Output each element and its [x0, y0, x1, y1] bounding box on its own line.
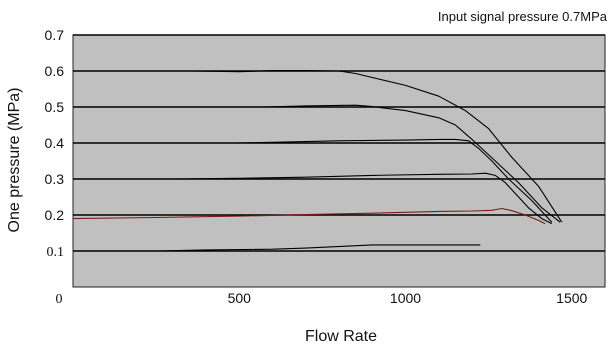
- series-line-1: [73, 244, 481, 252]
- plot-area: [72, 34, 606, 288]
- y-tick-label: 0.7: [45, 27, 65, 43]
- y-tick-label: 0.6: [45, 63, 65, 79]
- series-line-3: [172, 172, 553, 225]
- x-tick-label: 1000: [390, 290, 421, 306]
- y-tick-label: 0.5: [45, 99, 65, 115]
- series-line-4: [235, 138, 553, 223]
- series-line-6: [192, 70, 563, 223]
- y-tick-label: 0.4: [45, 135, 65, 151]
- series-line-5: [262, 104, 561, 223]
- x-tick-label: 0: [56, 292, 63, 307]
- y-tick-label: 0.2: [45, 207, 65, 223]
- chart-annotation: Input signal pressure 0.7MPa: [438, 9, 608, 24]
- x-axis-label: Flow Rate: [305, 328, 377, 345]
- y-tick-label: 0.1: [47, 245, 65, 260]
- y-axis-label: One pressure (MPa): [6, 88, 23, 233]
- x-tick-label: 1500: [556, 290, 587, 306]
- x-tick-label: 500: [228, 290, 252, 306]
- y-tick-label: 0.3: [45, 171, 65, 187]
- series-line-2: [72, 207, 546, 225]
